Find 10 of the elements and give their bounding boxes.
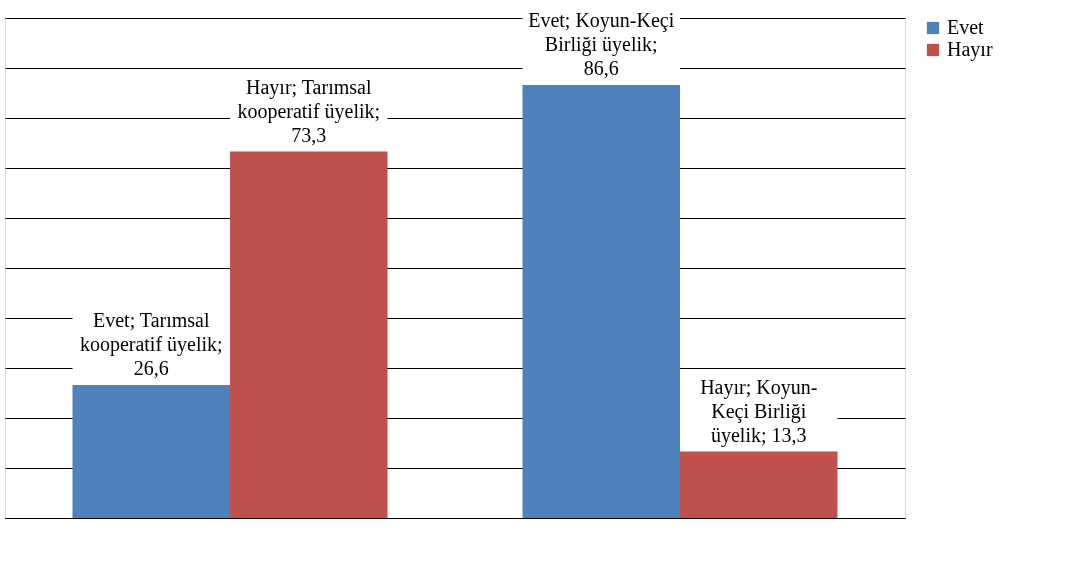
legend-label: Hayır — [947, 38, 993, 61]
data-label: Hayır; Tarımsal kooperatif üyelik; 73,3 — [237, 75, 381, 146]
bar — [72, 385, 230, 518]
data-label: Evet; Tarımsal kooperatif üyelik; 26,6 — [79, 309, 223, 379]
data-label: Hayır; Koyun- Keçi Birliği üyelik; 13,3 — [700, 375, 818, 447]
bar — [680, 451, 838, 518]
bar — [522, 85, 680, 518]
legend-label: Evet — [947, 16, 985, 38]
bar — [230, 151, 388, 518]
data-label: Evet; Koyun-Keçi Birliği üyelik; 86,6 — [528, 9, 675, 79]
